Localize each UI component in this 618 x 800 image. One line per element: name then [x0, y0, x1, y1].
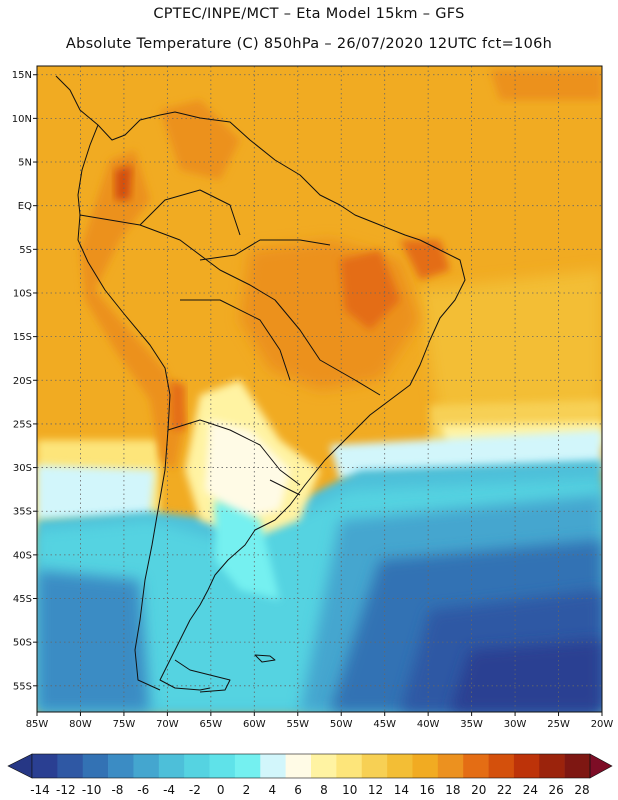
- lon-label: 20W: [591, 719, 614, 730]
- colorbar-label: -10: [82, 783, 102, 797]
- colorbar-swatch: [133, 754, 160, 778]
- lon-label: 75W: [113, 719, 136, 730]
- colorbar-swatch: [108, 754, 134, 778]
- colorbar-swatch: [32, 754, 58, 778]
- colorbar-label: 22: [497, 783, 512, 797]
- lon-label: 50W: [330, 719, 353, 730]
- colorbar-label: 28: [574, 783, 589, 797]
- lat-label: 15N: [12, 70, 32, 81]
- colorbar-swatch: [539, 754, 565, 778]
- latitude-labels: 15N 10N 5N EQ 5S 10S 15S 20S 25S 30S 35S 40S 45S 50S 5…: [12, 70, 37, 692]
- colorbar-label: 4: [268, 783, 276, 797]
- lon-label: 85W: [26, 719, 49, 730]
- colorbar-swatch: [158, 754, 185, 778]
- colorbar-label: 6: [294, 783, 302, 797]
- colorbar-label: 2: [243, 783, 251, 797]
- colorbar-swatch: [260, 754, 286, 778]
- colorbar-swatch: [285, 754, 312, 778]
- lat-label: 5S: [19, 245, 32, 256]
- lon-label: 70W: [156, 719, 179, 730]
- lat-label: 10N: [12, 114, 32, 125]
- map-subtitle: Absolute Temperature (C) 850hPa – 26/07/…: [65, 36, 553, 52]
- colorbar-label: 14: [394, 783, 409, 797]
- lon-label: 25W: [547, 719, 570, 730]
- lon-label: 55W: [286, 719, 309, 730]
- colorbar-swatch: [412, 754, 439, 778]
- colorbar-swatch: [234, 754, 261, 778]
- lon-label: 40W: [417, 719, 440, 730]
- coastlines: [55, 75, 466, 693]
- colorbar-label: -12: [56, 783, 76, 797]
- colorbar-under-arrow: [7, 753, 33, 779]
- lon-label: 45W: [373, 719, 396, 730]
- lat-label: 25S: [13, 419, 32, 430]
- colorbar: -14 -12 -10 -8 -6 -4 -2 0 2 4 6 8 10 12 14 16 18 20 22 24 26…: [7, 753, 613, 797]
- lon-label: 30W: [504, 719, 527, 730]
- lon-label: 80W: [69, 719, 92, 730]
- colorbar-swatch: [513, 754, 540, 778]
- lon-label: 35W: [460, 719, 483, 730]
- colorbar-swatch: [488, 754, 515, 778]
- colorbar-swatch: [82, 754, 109, 778]
- lat-label: EQ: [18, 201, 32, 212]
- lon-label: 60W: [243, 719, 266, 730]
- colorbar-label: 0: [217, 783, 225, 797]
- lat-label: 20S: [13, 376, 32, 387]
- map-title: CPTEC/INPE/MCT – Eta Model 15km – GFS: [153, 6, 465, 22]
- colorbar-swatch: [463, 754, 489, 778]
- colorbar-swatch: [311, 754, 337, 778]
- colorbar-label: 18: [445, 783, 460, 797]
- colorbar-swatch: [387, 754, 413, 778]
- colorbar-swatch: [209, 754, 236, 778]
- colorbar-label: -4: [163, 783, 175, 797]
- colorbar-label: -2: [189, 783, 201, 797]
- lon-label: 65W: [200, 719, 223, 730]
- lat-label: 10S: [13, 288, 32, 299]
- lat-label: 55S: [13, 681, 32, 692]
- lat-label: 15S: [13, 332, 32, 343]
- colorbar-label: 20: [471, 783, 486, 797]
- colorbar-label: 26: [549, 783, 564, 797]
- lat-label: 30S: [13, 463, 32, 474]
- lat-label: 35S: [13, 507, 32, 518]
- colorbar-label: -6: [137, 783, 149, 797]
- colorbar-swatch: [184, 754, 210, 778]
- colorbar-label: 12: [368, 783, 383, 797]
- colorbar-label: -14: [30, 783, 50, 797]
- lat-label: 45S: [13, 594, 32, 605]
- colorbar-label: 24: [523, 783, 538, 797]
- colorbar-label: 10: [342, 783, 357, 797]
- colorbar-swatch: [57, 754, 84, 778]
- colorbar-swatch: [437, 754, 464, 778]
- colorbar-outline: [31, 753, 591, 779]
- colorbar-swatch: [564, 754, 591, 778]
- colorbar-swatch: [361, 754, 388, 778]
- colorbar-label: 16: [420, 783, 435, 797]
- lat-label: 40S: [13, 550, 32, 561]
- colorbar-over-arrow: [589, 753, 613, 779]
- colorbar-label: -8: [111, 783, 123, 797]
- colorbar-swatch: [336, 754, 363, 778]
- temperature-field: [37, 66, 602, 712]
- map-frame: [36, 65, 603, 713]
- lat-label: 50S: [13, 638, 32, 649]
- colorbar-label: 8: [320, 783, 328, 797]
- lat-label: 5N: [18, 158, 32, 169]
- longitude-labels: 85W 80W 75W 70W 65W 60W 55W 50W 45W 40W 35W 30W 25W 2…: [26, 712, 614, 730]
